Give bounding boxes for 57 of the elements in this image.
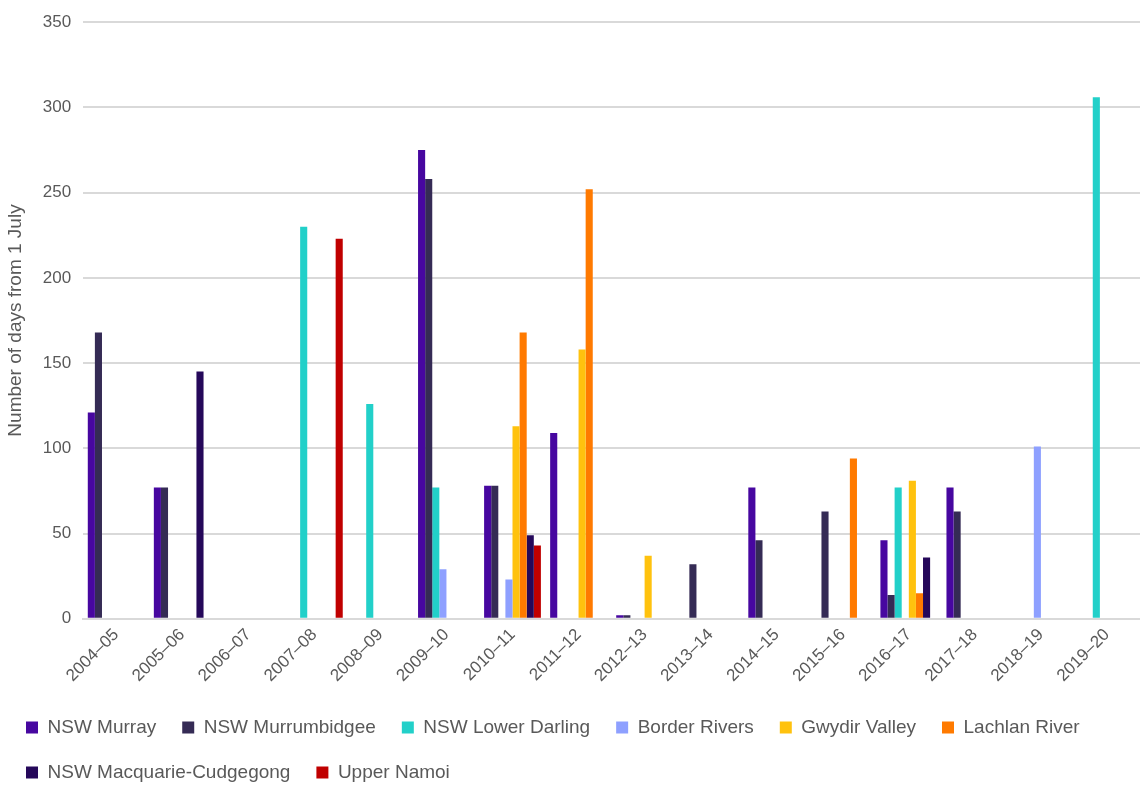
bar [550,432,558,618]
bar [519,332,527,618]
bar [894,487,902,618]
legend-label: NSW Murray [47,715,157,737]
bar [644,555,652,618]
y-tick-label: 300 [42,97,72,117]
bar [946,487,954,618]
bar [512,426,520,618]
bar [425,179,433,618]
bar [689,564,697,618]
bar [1033,446,1041,618]
bar [432,487,440,618]
bar [908,480,916,618]
bar [953,511,961,618]
bar [87,412,95,618]
bar [821,511,829,618]
bar [300,226,308,618]
y-tick-label: 0 [61,608,72,628]
bar [366,404,374,618]
y-tick-label: 50 [52,523,72,543]
bar [526,535,534,618]
bar [94,332,102,618]
legend-label: Lachlan River [963,715,1081,737]
bar [616,615,624,618]
legend-label: NSW Murrumbidgee [203,715,376,737]
y-tick-label: 100 [42,438,72,458]
bar [880,540,888,618]
bar [849,458,857,618]
bar [533,545,541,618]
legend-label: Gwydir Valley [801,715,917,737]
bar [623,615,631,618]
bar [491,485,499,618]
bar [923,557,931,618]
bar [484,485,492,618]
bar [578,349,586,618]
bar [153,487,161,618]
bar [505,579,513,618]
y-tick-label: 350 [42,11,72,31]
y-tick-label: 250 [42,182,72,202]
bar [418,150,426,618]
bar [748,487,756,618]
bar [439,569,447,618]
y-axis-title: Number of days from 1 July [3,203,25,437]
bar [755,540,763,618]
legend-label: NSW Macquarie-Cudgegong [47,760,291,782]
y-tick-label: 200 [42,267,72,287]
bar [887,594,895,618]
bar [585,189,593,618]
legend-label: NSW Lower Darling [423,715,591,737]
bar [160,487,169,618]
bar [915,593,924,618]
bar [335,238,343,618]
bar [196,371,204,618]
legend-label: Upper Namoi [337,760,450,782]
y-tick-label: 150 [42,352,72,372]
legend-label: Border Rivers [637,715,754,737]
bar [1092,97,1100,618]
